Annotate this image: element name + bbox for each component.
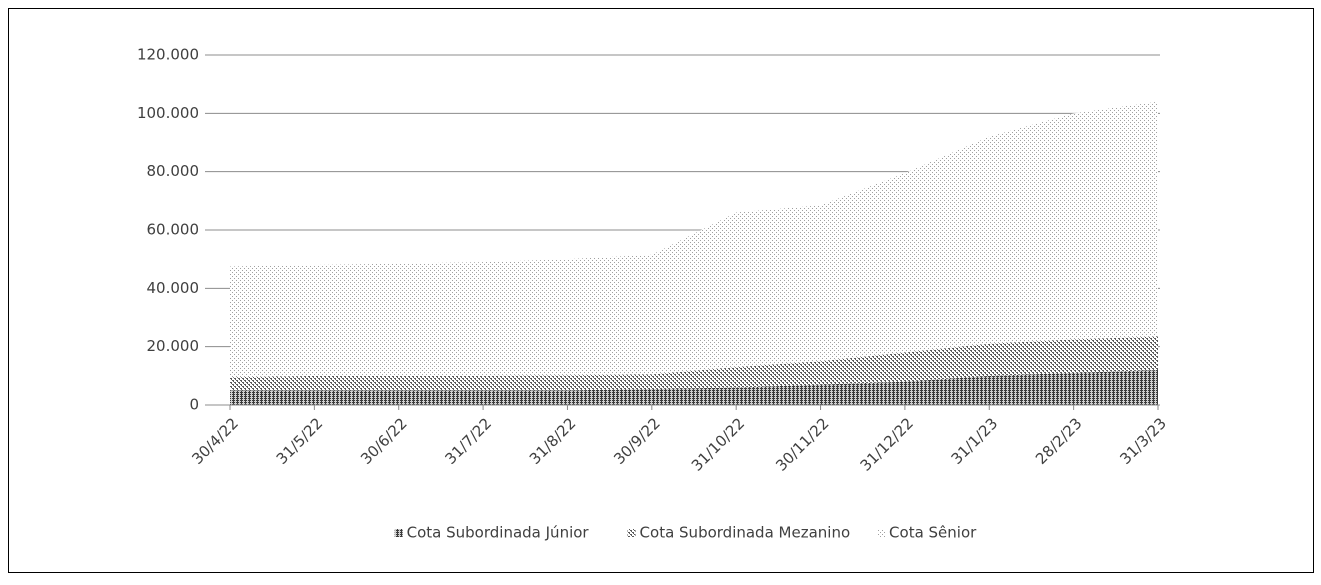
y-tick-label: 20.000 bbox=[147, 337, 200, 355]
y-tick-label: 80.000 bbox=[147, 162, 200, 180]
legend-label: Cota Subordinada Júnior bbox=[407, 524, 590, 542]
y-tick-label: 120.000 bbox=[137, 46, 199, 64]
legend-swatch bbox=[627, 529, 636, 537]
legend-label: Cota Sênior bbox=[889, 524, 977, 542]
y-tick-label: 100.000 bbox=[137, 104, 199, 122]
y-tick-label: 60.000 bbox=[147, 221, 200, 239]
legend-label: Cota Subordinada Mezanino bbox=[640, 524, 851, 542]
legend-swatch bbox=[394, 529, 403, 537]
area bbox=[230, 101, 1158, 378]
area bbox=[230, 370, 1158, 405]
area bbox=[230, 336, 1158, 391]
y-tick-label: 0 bbox=[189, 396, 199, 414]
legend-swatch bbox=[877, 529, 886, 537]
y-tick-label: 40.000 bbox=[147, 279, 200, 297]
